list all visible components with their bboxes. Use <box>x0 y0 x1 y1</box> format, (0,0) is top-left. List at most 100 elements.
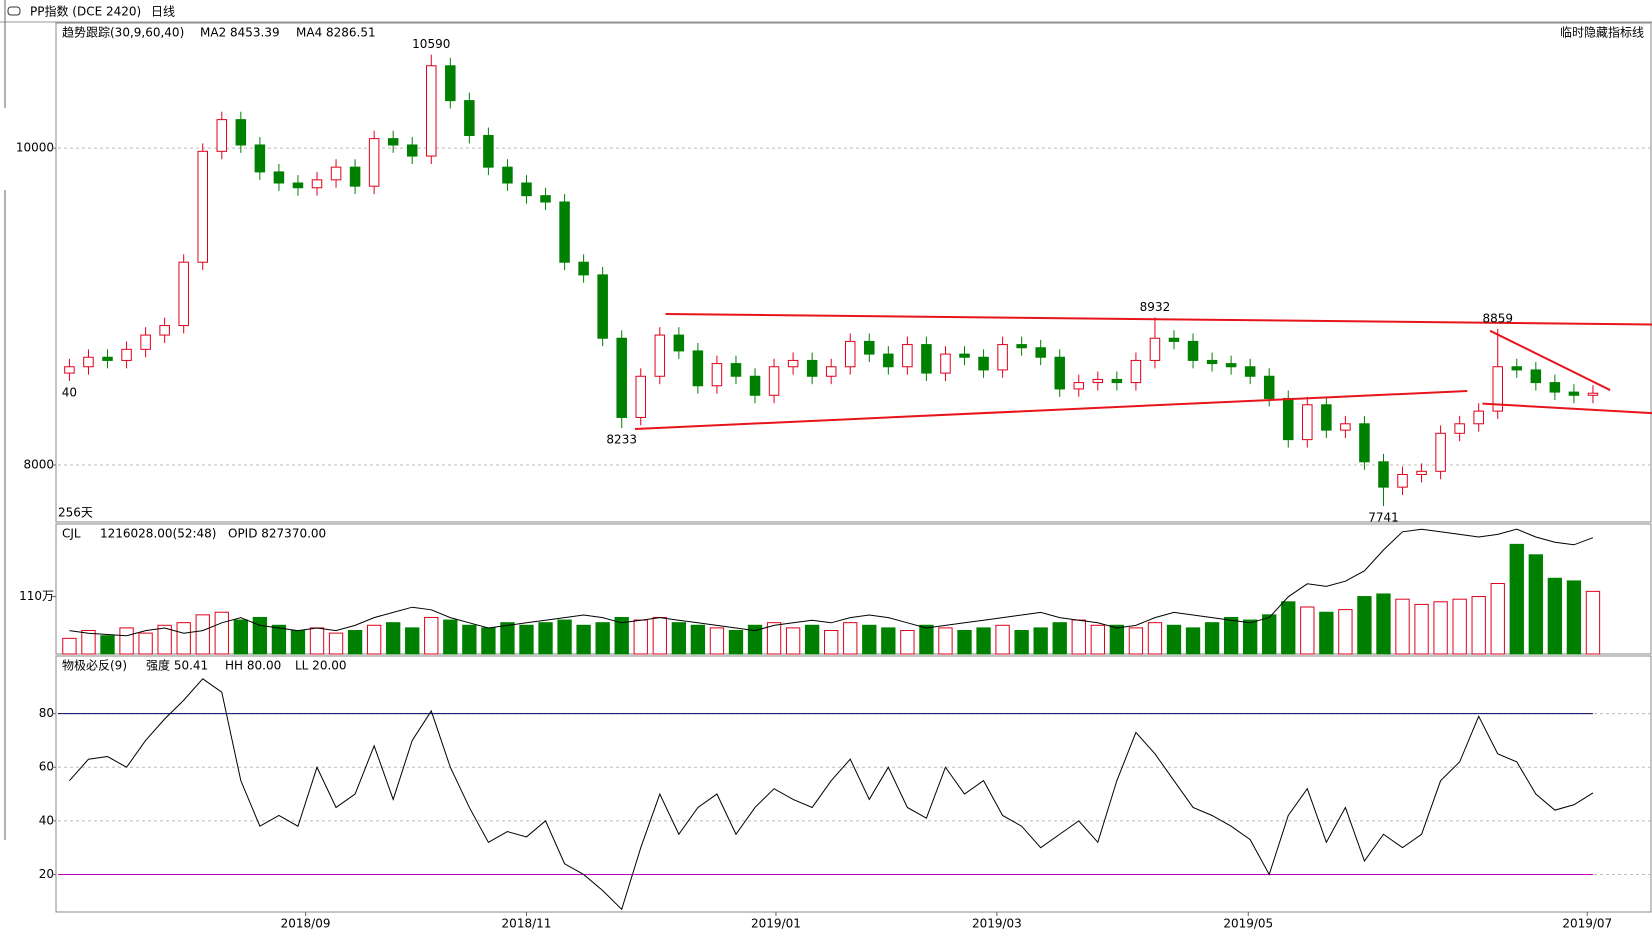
candle-body <box>1302 404 1313 441</box>
volume-bar <box>195 614 210 655</box>
volume-bar <box>595 622 610 655</box>
price-annotation: 8932 <box>1140 300 1171 314</box>
x-tick-label: 2018/11 <box>502 917 552 931</box>
volume-bar <box>271 624 287 655</box>
candle-body <box>216 119 228 152</box>
volume-bar <box>62 637 77 655</box>
candle-body <box>1530 369 1542 384</box>
volume-bar <box>176 622 191 655</box>
candle-body <box>635 375 647 418</box>
volume-bar <box>309 627 325 655</box>
volume-bar <box>1052 622 1067 655</box>
price-annotation: 10590 <box>412 37 450 51</box>
candle-body <box>1340 423 1351 431</box>
trend-line <box>665 313 1652 326</box>
volume-bar <box>709 627 725 655</box>
panel-frame <box>55 655 1652 913</box>
price-annotation: 7741 <box>1368 511 1399 525</box>
candle-body <box>83 356 94 368</box>
volume-bar <box>919 624 934 655</box>
period-selector[interactable]: 日线 <box>151 5 175 19</box>
volume-bar <box>881 627 896 655</box>
volume-bar <box>1109 624 1125 655</box>
candle-body <box>559 201 570 263</box>
candle-body <box>1435 432 1446 472</box>
indicator-header: HH 80.00 <box>225 659 281 673</box>
volume-bar <box>1338 609 1353 655</box>
indicator-header: 1216028.00(52:48) <box>100 527 216 541</box>
candle-body <box>864 340 875 355</box>
volume-bar <box>81 630 96 655</box>
candle-body <box>1359 423 1370 463</box>
indicator-header[interactable]: 物极必反(9) <box>62 659 127 673</box>
volume-bar <box>366 624 382 655</box>
candle-body <box>292 182 304 189</box>
candle-body <box>749 375 761 396</box>
volume-bar <box>1071 619 1086 655</box>
candle-body <box>616 337 627 418</box>
candle-body <box>768 366 780 396</box>
candle-body <box>387 138 399 146</box>
trend-line <box>1489 329 1611 391</box>
candle-body <box>597 274 608 339</box>
volume-bar <box>1490 583 1505 655</box>
candle-body <box>1073 382 1085 390</box>
candle-body <box>1035 347 1046 358</box>
candle-body <box>140 334 151 350</box>
y-tick-label: 60 <box>39 760 54 774</box>
volume-bar <box>1014 630 1029 655</box>
volume-bar <box>843 622 858 655</box>
candle-body <box>1416 470 1427 475</box>
candle-body <box>1511 366 1523 371</box>
candle-body <box>159 325 170 336</box>
candle-body <box>540 195 551 203</box>
candle-body <box>502 166 513 184</box>
link-icon[interactable] <box>7 6 21 16</box>
volume-bar <box>119 627 134 655</box>
candle-body <box>197 150 208 263</box>
volume-bar <box>690 624 706 655</box>
volume-bar <box>290 630 306 655</box>
volume-bar <box>481 627 496 655</box>
open-interest-line <box>69 528 1594 637</box>
y-tick-label: 110万 <box>19 589 54 603</box>
candle-body <box>406 144 418 157</box>
candle-body <box>521 182 532 197</box>
indicator-header: LL 20.00 <box>295 659 347 673</box>
volume-bar <box>1223 616 1239 655</box>
volume-bar <box>824 630 839 655</box>
candle-body <box>978 356 989 371</box>
oscillator-line <box>69 678 1594 911</box>
volume-bar <box>1319 611 1334 655</box>
volume-bar <box>1547 577 1563 655</box>
volume-bar <box>1281 601 1296 655</box>
candle-body <box>64 366 75 374</box>
candle-body <box>578 261 589 276</box>
volume-bar <box>100 635 115 655</box>
volume-bar <box>1262 614 1277 655</box>
volume-bar <box>1185 627 1201 655</box>
indicator-header[interactable]: 趋势跟踪(30,9,60,40) <box>62 26 184 40</box>
volume-bar <box>214 611 229 655</box>
volume-bar <box>1566 580 1582 655</box>
volume-bar <box>462 624 477 655</box>
volume-bar <box>557 619 572 655</box>
candle-body <box>959 353 970 358</box>
candle-body <box>921 344 932 374</box>
candle-body <box>445 65 456 102</box>
volume-bar <box>157 624 172 655</box>
side-button[interactable]: 临时隐藏指标线 <box>1560 25 1644 40</box>
price-annotation: 8859 <box>1482 311 1513 325</box>
candle-body <box>1397 473 1408 488</box>
candle-body <box>178 261 189 327</box>
candle-body <box>1568 391 1580 396</box>
volume-bar <box>576 624 591 655</box>
indicator-header[interactable]: CJL <box>62 527 81 541</box>
period-count: 256天 <box>58 506 93 520</box>
candle-body <box>1111 378 1123 384</box>
x-tick-label: 2019/05 <box>1223 917 1273 931</box>
candle-body <box>1587 392 1599 396</box>
symbol[interactable]: PP指数 (DCE 2420) <box>30 4 141 19</box>
volume-bar <box>614 616 629 655</box>
volume-bar <box>1509 543 1524 655</box>
